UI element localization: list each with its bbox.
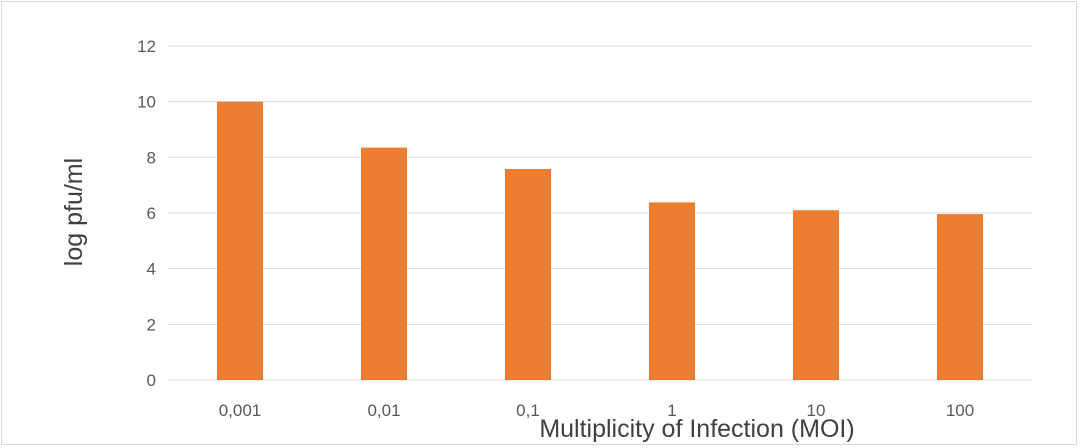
x-tick-label: 10: [807, 401, 826, 420]
x-tick-label: 0,1: [516, 401, 540, 420]
y-tick-label: 10: [137, 93, 156, 112]
bar-1: [648, 202, 696, 380]
x-axis-ticks: 0,001 0,01 0,1 1 10 100: [219, 401, 974, 420]
x-tick-label: 1: [667, 401, 676, 420]
bar-10: [792, 210, 840, 380]
bars: [216, 101, 984, 381]
bar-100: [936, 214, 984, 380]
x-tick-label: 0,001: [219, 401, 262, 420]
gridlines: [168, 45, 1032, 381]
x-tick-label: 0,01: [367, 401, 400, 420]
y-tick-label: 12: [137, 37, 156, 56]
y-axis-ticks: 0 2 4 6 8 10 12: [137, 37, 156, 390]
y-tick-label: 2: [147, 315, 156, 334]
y-tick-label: 4: [147, 260, 156, 279]
x-axis-title: Multiplicity of Infection (MOI): [539, 415, 854, 443]
bar-0,1: [504, 169, 552, 380]
y-tick-label: 0: [147, 371, 156, 390]
x-tick-label: 100: [946, 401, 974, 420]
y-tick-label: 6: [147, 204, 156, 223]
y-axis-title: log pfu/ml: [60, 158, 88, 266]
y-tick-label: 8: [147, 148, 156, 167]
bar-0,01: [360, 147, 408, 380]
bar-0,001: [216, 101, 264, 381]
